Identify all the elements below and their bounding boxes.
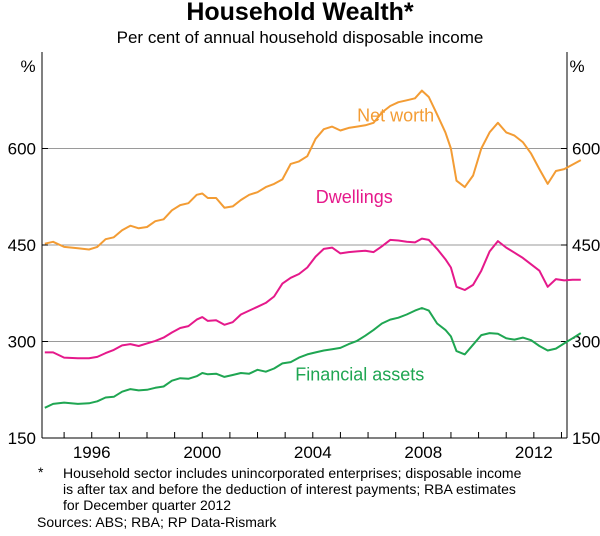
- y-tick-label-left-450: 450: [8, 236, 36, 255]
- chart-title: Household Wealth*: [186, 0, 414, 26]
- footnote-line-1: Household sector includes unincorporated…: [63, 465, 522, 481]
- series-label-net-worth: Net worth: [357, 105, 434, 125]
- footnote-line-2: is after tax and before the deduction of…: [63, 481, 516, 497]
- x-tick-label-2004: 2004: [294, 443, 332, 462]
- y-tick-label-left-150: 150: [8, 429, 36, 448]
- series-line-dwellings: [44, 237, 581, 360]
- y-tick-label-right-150: 150: [572, 429, 600, 448]
- x-tick-label-2012: 2012: [515, 443, 553, 462]
- y-tick-label-right-600: 600: [572, 140, 600, 159]
- y-tick-label-right-300: 300: [572, 333, 600, 352]
- x-tick-label-1996: 1996: [73, 443, 111, 462]
- chart-subtitle: Per cent of annual household disposable …: [116, 28, 484, 47]
- series-label-financial-assets: Financial assets: [295, 365, 424, 385]
- footnote-marker: *: [38, 464, 44, 480]
- y-tick-label-right-450: 450: [572, 236, 600, 255]
- y-unit-right: %: [569, 57, 584, 76]
- y-tick-label-left-600: 600: [8, 140, 36, 159]
- y-tick-label-left-300: 300: [8, 333, 36, 352]
- y-unit-left: %: [20, 57, 35, 76]
- series-label-dwellings: Dwellings: [316, 187, 393, 207]
- x-tick-label-2000: 2000: [183, 443, 221, 462]
- footnote-line-3: for December quarter 2012: [63, 497, 232, 513]
- sources-note: Sources: ABS; RBA; RP Data-Rismark: [37, 514, 277, 530]
- series-line-net-worth: [44, 89, 582, 251]
- series-line-financial-assets: [44, 307, 582, 409]
- x-tick-label-2008: 2008: [404, 443, 442, 462]
